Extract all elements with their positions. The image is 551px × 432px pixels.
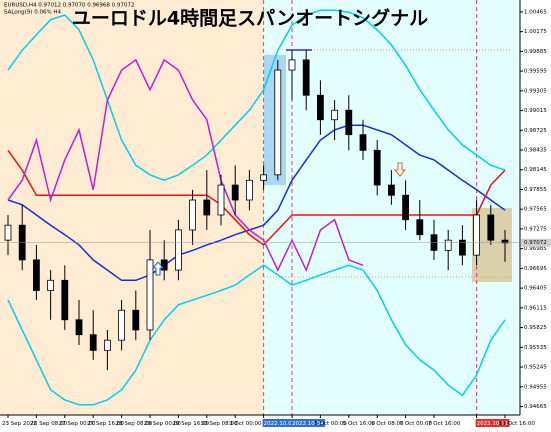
x-tick-label: 2022.10.03 20:00: [264, 421, 314, 427]
y-tick-label: 0.97855: [524, 187, 547, 193]
x-tick-label: 2022.10.04 13:00: [292, 421, 342, 427]
x-tick-label: 2022.10.11 04:00: [477, 421, 527, 427]
x-tick-label: 5 Oct 00:00: [314, 421, 347, 427]
y-tick-label: 1.00465: [524, 9, 547, 15]
label-highlight: [291, 419, 325, 427]
x-tick-label: 3 Oct 00:00: [229, 421, 262, 427]
y-tick-label: 0.99885: [524, 49, 547, 55]
candle-body: [487, 214, 495, 241]
indicator-line: [7, 124, 506, 282]
candle-body: [75, 319, 83, 336]
x-tick-label: 28 Sep 08:00: [116, 421, 153, 427]
candle-body: [203, 199, 211, 216]
candle-body: [33, 259, 40, 291]
x-tick-label: 5 Oct 16:00: [343, 421, 376, 427]
price-tag: [521, 238, 551, 247]
candle-body: [132, 309, 140, 331]
x-tick-label: 7 Oct 00:00: [400, 421, 433, 427]
y-tick-label: 0.94955: [524, 384, 547, 390]
price-axis: [520, 0, 551, 415]
candle-body: [174, 229, 182, 271]
indicator-line: [7, 149, 506, 246]
y-tick-label: 0.95535: [524, 345, 547, 351]
candle-body: [402, 194, 410, 221]
y-tick-label: 0.96695: [524, 266, 547, 272]
candle-body: [373, 149, 381, 186]
info-line: EURUSD,H4 0.97012 0.97070 0.96968 0.9707…: [4, 3, 134, 9]
y-tick-label: 0.95825: [524, 325, 547, 331]
label-highlight: [262, 419, 297, 427]
buy-arrow: [151, 261, 165, 276]
candle-body: [416, 219, 424, 236]
candle-body: [473, 214, 481, 256]
y-tick-label: 0.96115: [524, 305, 547, 311]
candle-body: [4, 224, 12, 241]
candle-body: [458, 239, 466, 256]
y-tick-label: 0.97565: [524, 207, 547, 213]
candle-body: [501, 239, 509, 244]
y-tick-label: 0.98145: [524, 167, 547, 173]
candle-body: [288, 59, 296, 71]
candle-body: [217, 184, 225, 216]
y-tick-label: 0.98435: [524, 148, 547, 154]
candle-body: [274, 69, 282, 176]
y-tick-label: 1.00175: [524, 29, 547, 35]
candle-body: [104, 339, 111, 351]
candle-body: [302, 59, 310, 96]
candle-body: [444, 239, 452, 251]
y-tick-label: 0.96405: [524, 286, 547, 292]
y-tick-label: 0.94665: [524, 404, 547, 410]
candle-body: [345, 109, 353, 136]
x-tick-label: 27 Sep 16:00: [87, 421, 124, 427]
x-tick-label: 30 Sep 08:00: [201, 421, 238, 427]
chart-title: ユーロドル4時間足スパンオートシグナル: [72, 7, 428, 30]
candle-body: [89, 334, 97, 351]
y-tick-label: 0.99305: [524, 88, 547, 94]
info-line: SALong(9) 0.06% H4: [4, 10, 62, 16]
indicator-line: [7, 9, 506, 182]
y-tick-label: 0.99595: [524, 69, 547, 75]
sell-arrow: [393, 162, 407, 177]
y-tick-label: 0.99015: [524, 108, 547, 114]
candle-body: [359, 134, 367, 151]
x-tick-label: 29 Sep 00:00: [144, 421, 181, 427]
y-tick-label: 0.97275: [524, 226, 547, 232]
x-tick-label: 27 Sep 00:00: [59, 421, 96, 427]
y-tick-label: 0.98725: [524, 128, 547, 134]
y-tick-label: 0.95245: [524, 365, 547, 371]
candle-body: [331, 109, 339, 121]
candle-body: [118, 309, 125, 341]
y-tick-label: 0.96985: [524, 246, 547, 252]
candle-body: [47, 279, 54, 291]
candle-body: [260, 174, 268, 181]
candle-body: [231, 184, 239, 201]
candle-body: [387, 184, 395, 196]
x-tick-label: 6 Oct 08:00: [371, 421, 404, 427]
x-tick-label: 26 Sep 08:00: [30, 421, 67, 427]
x-tick-label: 23 Sep 2022: [2, 421, 37, 427]
label-highlight: [475, 419, 510, 427]
x-tick-label: 29 Sep 16:00: [172, 421, 209, 427]
indicator-line: [7, 58, 364, 273]
candle-body: [146, 259, 154, 331]
zone-cyan: [264, 0, 520, 415]
x-tick-label: 7 Oct 16:00: [428, 421, 461, 427]
candle-body: [245, 179, 253, 201]
indicator-line: [7, 264, 506, 406]
x-tick-label: 11 Oct 16:00: [499, 421, 535, 427]
candle-body: [61, 279, 69, 321]
last-price-label: 0.97072: [524, 240, 547, 246]
candle-body: [189, 199, 197, 231]
candle-body: [160, 259, 168, 271]
candle-body: [316, 94, 324, 121]
